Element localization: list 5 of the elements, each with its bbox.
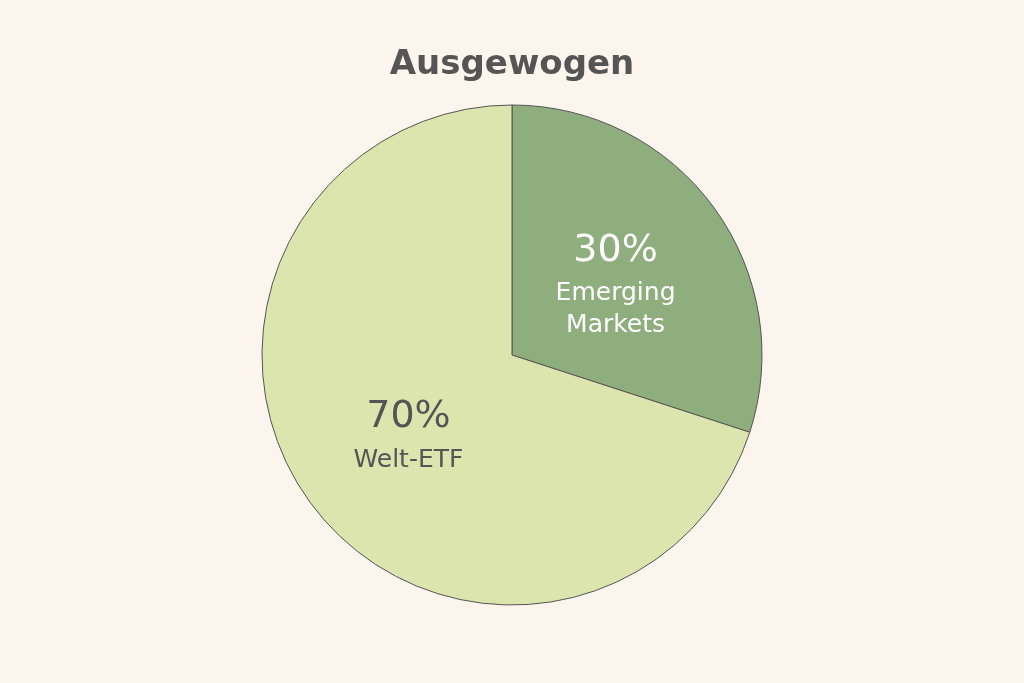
data-label: 70% [366, 392, 451, 437]
data-label: 30% [573, 225, 658, 270]
slice-label: Emerging Markets [555, 277, 676, 339]
chart-title: Ausgewogen [389, 42, 635, 82]
slice-label: Welt-ETF [353, 443, 464, 473]
